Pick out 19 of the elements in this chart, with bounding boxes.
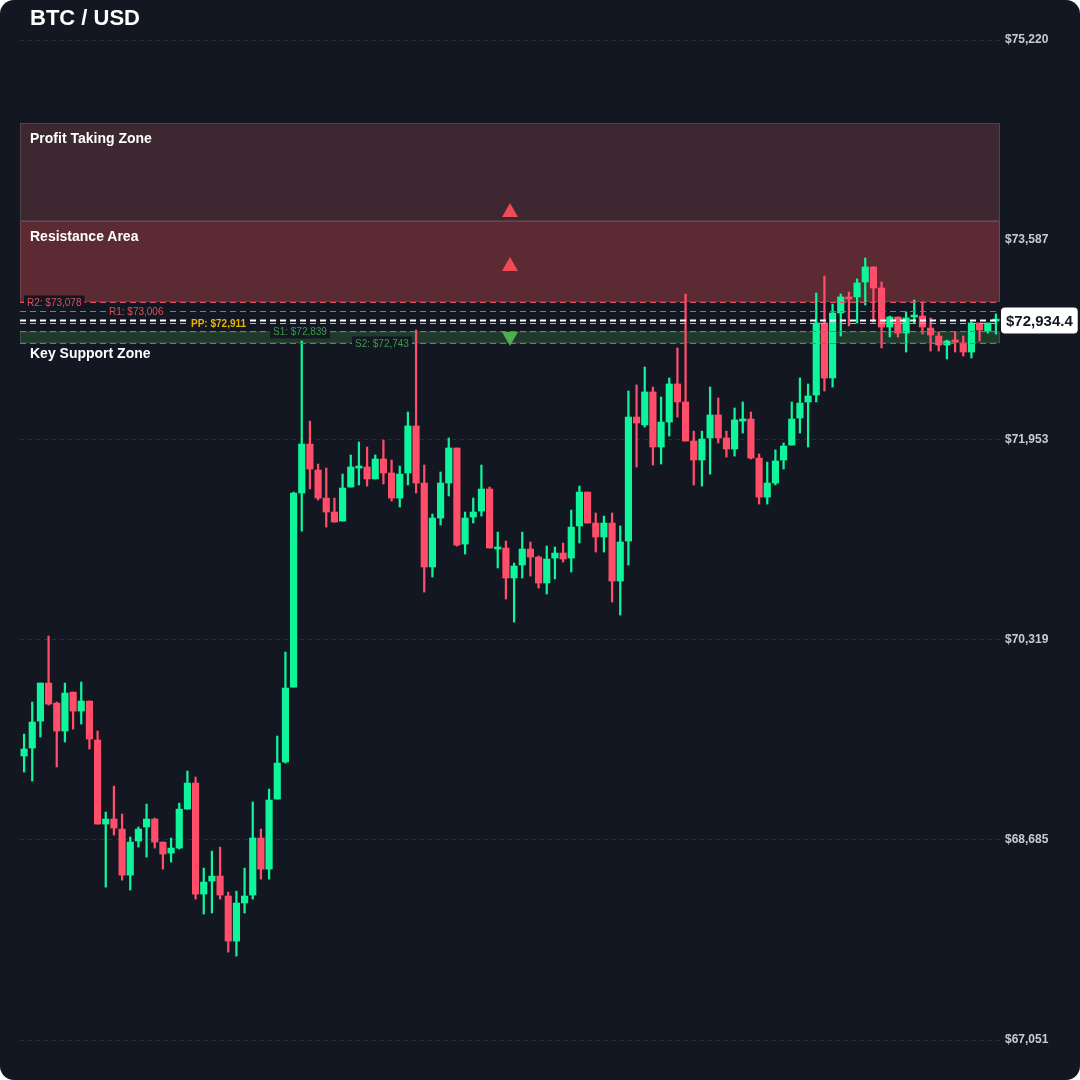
y-tick-label: $75,220 [1005, 32, 1049, 47]
y-tick-label: $71,953 [1005, 432, 1049, 447]
ref-line-label: S1: $72,839 [273, 325, 328, 337]
y-tick-label: $68,685 [1005, 832, 1049, 847]
band-label: Key Support Zone [30, 345, 151, 362]
candlestick [143, 803, 151, 858]
candlestick [682, 293, 690, 442]
chart-title: BTC / USD [30, 5, 140, 31]
ref-line-label: R1: $73,006 [109, 305, 164, 317]
y-tick-label: $67,051 [1005, 1032, 1049, 1047]
ref-line-label: S2: $72,743 [355, 337, 410, 349]
band-label: Profit Taking Zone [30, 129, 153, 146]
ref-line-label: R2: $73,078 [27, 296, 82, 308]
ref-line-label: PP: $72,911 [191, 317, 247, 329]
y-tick-label: $70,319 [1005, 632, 1049, 647]
candlestick [673, 347, 681, 418]
y-tick-label: $73,587 [1005, 232, 1049, 247]
band-label: Resistance Area [30, 227, 139, 244]
ref-line-label: $72,934.4 [1006, 311, 1074, 329]
